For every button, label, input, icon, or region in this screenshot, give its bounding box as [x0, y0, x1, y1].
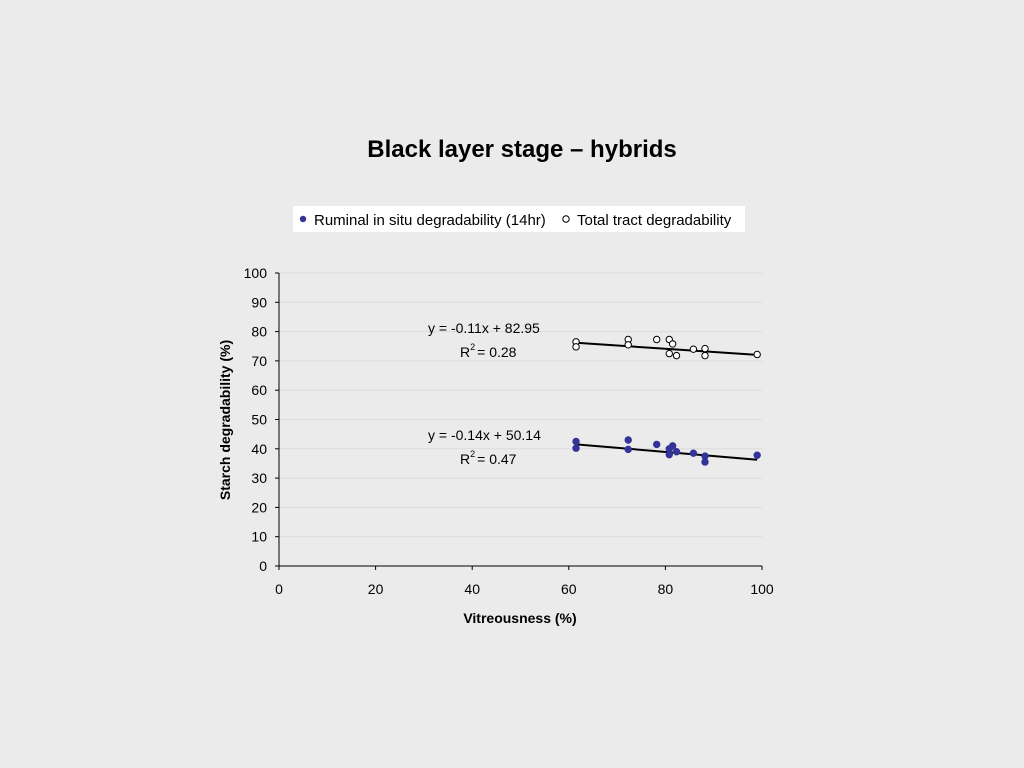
- point-series-1-11: [701, 351, 709, 360]
- point-series-0-4: [653, 440, 661, 449]
- y-tick-label-70: 70: [251, 353, 267, 369]
- x-axis-title: Vitreousness (%): [463, 610, 576, 626]
- gridlines: [279, 272, 762, 538]
- y-tick-label-40: 40: [251, 441, 267, 457]
- chart-title: Black layer stage – hybrids: [367, 136, 677, 163]
- legend-box: [293, 206, 745, 232]
- x-tick-label-80: 80: [658, 581, 674, 597]
- legend-marker-ruminal: [299, 215, 307, 223]
- tick-labels: 0 10 20 30 40 50 60 70 80 90 100 0 20 40 60 80 100: [244, 265, 774, 597]
- trendline-series-0: [575, 443, 758, 461]
- point-series-1-9: [689, 345, 698, 353]
- y-tick-label-100: 100: [244, 265, 268, 281]
- r2-superscript: 2: [470, 449, 475, 459]
- point-series-0-12: [753, 451, 761, 459]
- point-series-1-4: [653, 335, 661, 344]
- point-series-0-1: [572, 444, 580, 452]
- point-series-1-3: [624, 341, 632, 349]
- point-series-1-7: [665, 349, 673, 358]
- y-tick-label-0: 0: [259, 558, 267, 574]
- point-series-0-6: [665, 450, 673, 459]
- point-series-1-8: [672, 351, 681, 360]
- point-series-1-10: [701, 344, 709, 353]
- equation-total-tract: y = -0.11x + 82.95: [428, 320, 540, 336]
- r2-value-ruminal: = 0.47: [477, 451, 517, 467]
- x-tick-label-60: 60: [561, 581, 577, 597]
- point-series-0-7: [668, 442, 677, 450]
- r2-symbol: R: [460, 344, 470, 360]
- x-tick-label-20: 20: [368, 581, 384, 597]
- y-tick-label-10: 10: [251, 529, 267, 545]
- point-series-0-9: [689, 449, 698, 457]
- legend-marker-total-tract: [562, 215, 570, 223]
- point-series-1-1: [572, 343, 580, 351]
- y-tick-label-20: 20: [251, 499, 267, 515]
- annotation-ruminal: y = -0.14x + 50.14 R2 = 0.47: [428, 427, 541, 467]
- x-tick-label-0: 0: [275, 581, 283, 597]
- trendlines: [575, 341, 758, 461]
- y-tick-label-50: 50: [251, 412, 267, 428]
- y-tick-label-30: 30: [251, 470, 267, 486]
- data-points: [572, 335, 761, 466]
- y-tick-label-90: 90: [251, 294, 267, 310]
- y-tick-label-60: 60: [251, 382, 267, 398]
- r2-ruminal: R2 = 0.47: [460, 449, 517, 467]
- point-series-0-2: [624, 436, 632, 444]
- point-series-0-11: [701, 458, 709, 466]
- legend: Ruminal in situ degradability (14hr) Tot…: [293, 206, 745, 232]
- point-series-1-6: [668, 340, 677, 348]
- r2-value-total-tract: = 0.28: [477, 344, 517, 360]
- point-series-0-3: [624, 445, 632, 454]
- x-tick-label-40: 40: [464, 581, 480, 597]
- y-tick-label-80: 80: [251, 324, 267, 340]
- legend-label-total-tract: Total tract degradability: [577, 212, 732, 229]
- x-tick-label-100: 100: [750, 581, 774, 597]
- point-series-0-8: [672, 448, 681, 456]
- equation-ruminal: y = -0.14x + 50.14: [428, 427, 541, 443]
- trendline-series-1: [575, 341, 758, 356]
- point-series-0-0: [572, 437, 580, 446]
- axes: [275, 272, 763, 570]
- y-axis-title: Starch degradability (%): [217, 340, 233, 500]
- point-series-1-12: [753, 350, 761, 359]
- annotation-total-tract: y = -0.11x + 82.95 R2 = 0.28: [428, 320, 540, 360]
- r2-total-tract: R2 = 0.28: [460, 342, 517, 360]
- r2-symbol: R: [460, 451, 470, 467]
- r2-superscript: 2: [470, 342, 475, 352]
- legend-label-ruminal: Ruminal in situ degradability (14hr): [314, 212, 546, 229]
